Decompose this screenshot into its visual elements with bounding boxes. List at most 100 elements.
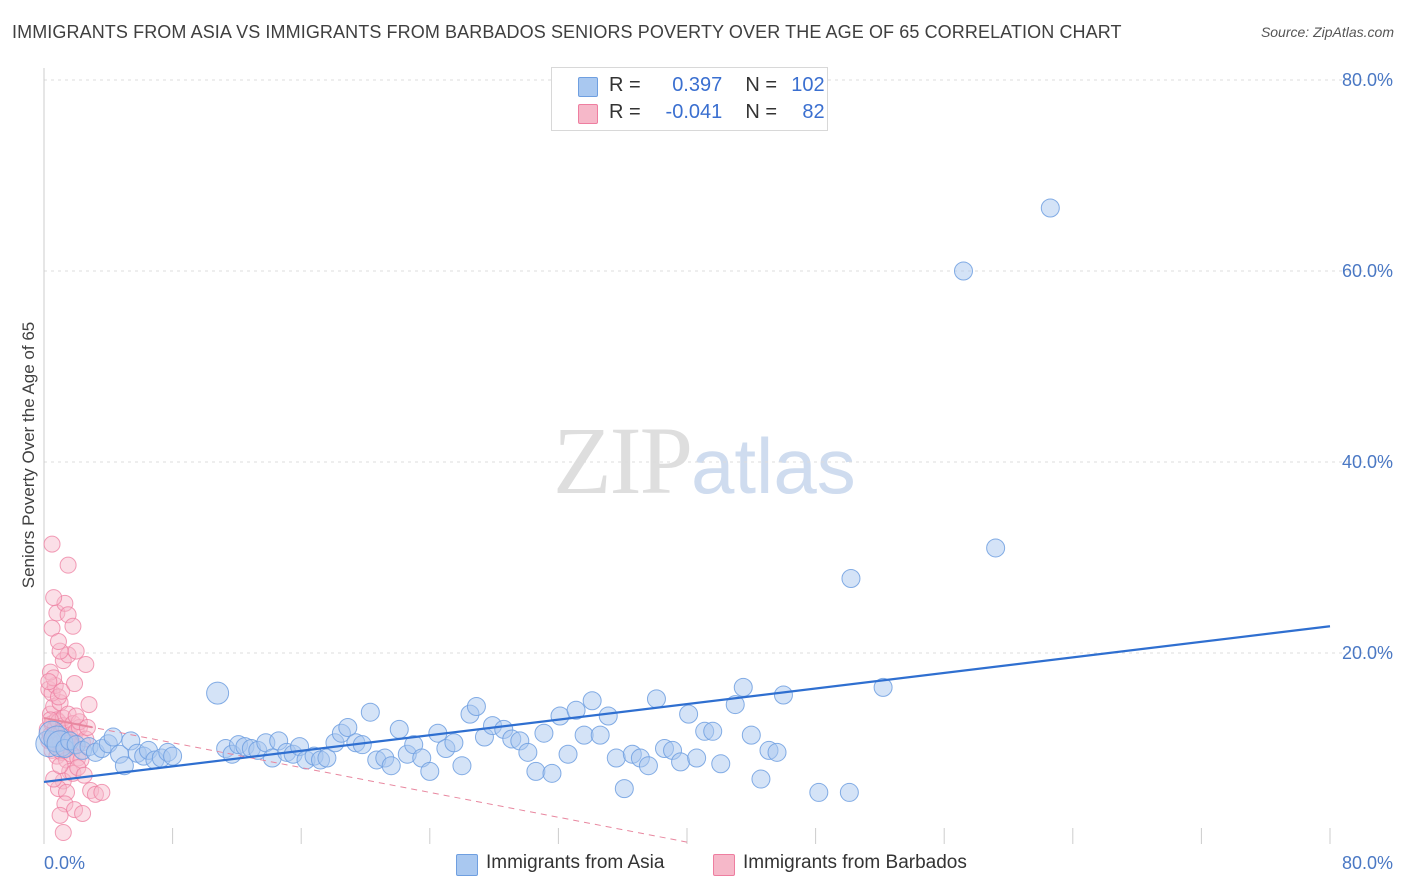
- legend-n-label: N =: [745, 101, 778, 123]
- x-tick-label: 80.0%: [1342, 853, 1393, 873]
- asia-point: [163, 746, 183, 766]
- asia-point: [986, 538, 1006, 558]
- asia-point: [381, 756, 401, 776]
- asia-point: [420, 761, 440, 781]
- watermark-zip: ZIP: [553, 407, 693, 514]
- barbados-point: [59, 556, 77, 574]
- legend-text-asia: R = 0.397 N = 102: [609, 74, 825, 97]
- asia-point: [841, 569, 861, 589]
- barbados-trend-line-solid: [43, 716, 93, 729]
- tick-labels: 20.0% 40.0% 60.0% 80.0% 0.0% 80.0% Seniors Pov…: [19, 70, 1393, 873]
- asia-point: [452, 756, 472, 776]
- barbados-point: [78, 718, 96, 736]
- asia-point: [687, 748, 707, 768]
- bottom-legend-label-asia: Immigrants from Asia: [486, 852, 665, 873]
- barbados-point: [86, 785, 104, 803]
- barbados-point: [64, 617, 82, 635]
- asia-point: [206, 681, 230, 705]
- legend-n-value: 82: [802, 101, 825, 123]
- legend-r-value: 0.397: [672, 74, 723, 96]
- asia-point: [614, 779, 634, 799]
- legend-r-value: -0.041: [665, 101, 723, 123]
- asia-point: [679, 704, 699, 724]
- asia-point: [646, 689, 666, 709]
- barbados-point: [40, 673, 58, 691]
- barbados-point: [67, 642, 85, 660]
- barbados-point: [77, 655, 95, 673]
- asia-point: [1040, 198, 1060, 218]
- asia-point: [550, 706, 570, 726]
- gridlines: [44, 79, 1394, 654]
- asia-point: [542, 763, 562, 783]
- asia-point: [711, 754, 731, 774]
- asia-point: [767, 742, 787, 762]
- chart-source: Source: ZipAtlas.com: [1260, 24, 1394, 40]
- x-tick-label: 0.0%: [44, 853, 85, 873]
- asia-point: [566, 700, 586, 720]
- barbados-point: [51, 806, 69, 824]
- asia-point: [526, 761, 546, 781]
- asia-point: [809, 782, 829, 802]
- barbados-point: [66, 801, 84, 819]
- asia-point: [534, 723, 554, 743]
- asia-point: [466, 696, 486, 716]
- asia-point: [671, 752, 691, 772]
- bottom-legend-swatch-barbados: [713, 854, 735, 876]
- barbados-point: [45, 589, 63, 607]
- legend-text-barbados: R = -0.041 N = 82: [609, 101, 825, 124]
- asia-point: [582, 691, 602, 711]
- barbados-points: [38, 535, 111, 842]
- y-tick-label: 80.0%: [1342, 70, 1393, 90]
- trend-lines: [43, 625, 1331, 843]
- barbados-point: [54, 652, 72, 670]
- asia-point: [558, 744, 578, 764]
- barbados-point: [75, 766, 93, 784]
- asia-point: [606, 748, 626, 768]
- asia-point: [953, 261, 973, 281]
- asia-point: [114, 756, 134, 776]
- asia-point: [638, 756, 658, 776]
- barbados-point: [56, 594, 74, 612]
- barbados-point: [59, 646, 77, 664]
- y-tick-label: 20.0%: [1342, 643, 1393, 663]
- barbados-point: [51, 757, 69, 775]
- asia-point: [741, 725, 761, 745]
- asia-point: [103, 727, 123, 747]
- y-axis-title: Seniors Poverty Over the Age of 65: [19, 322, 38, 588]
- barbados-point: [43, 535, 61, 553]
- asia-point: [574, 725, 594, 745]
- barbados-point: [54, 824, 72, 842]
- asia-point: [317, 748, 337, 768]
- barbados-point: [74, 804, 92, 822]
- asia-point: [590, 725, 610, 745]
- bottom-legend-swatch-asia: [456, 854, 478, 876]
- asia-point: [444, 733, 464, 753]
- asia-trend-line: [43, 625, 1331, 784]
- legend-r-label: R =: [609, 101, 641, 123]
- barbados-point: [49, 633, 67, 651]
- chart-title: IMMIGRANTS FROM ASIA VS IMMIGRANTS FROM …: [12, 22, 1122, 42]
- asia-point: [338, 717, 358, 737]
- asia-points: [35, 198, 1060, 802]
- barbados-point: [49, 688, 67, 706]
- asia-point: [598, 706, 618, 726]
- watermark-atlas: atlas: [691, 422, 856, 510]
- y-tick-label: 40.0%: [1342, 452, 1393, 472]
- legend-n-label: N =: [745, 74, 778, 96]
- barbados-point: [80, 696, 98, 714]
- barbados-point: [53, 682, 71, 700]
- asia-point: [703, 721, 723, 741]
- asia-point: [360, 702, 380, 722]
- legend-swatch-barbados: [578, 104, 598, 124]
- legend-n-value: 102: [791, 74, 825, 96]
- watermark: ZIPatlas: [553, 405, 856, 516]
- asia-point: [873, 677, 893, 697]
- asia-point: [839, 782, 859, 802]
- bottom-legend-label-barbados: Immigrants from Barbados: [743, 852, 967, 873]
- y-tick-label: 60.0%: [1342, 261, 1393, 281]
- asia-point: [733, 677, 753, 697]
- asia-point: [518, 742, 538, 762]
- barbados-point: [66, 675, 84, 693]
- barbados-point: [67, 707, 85, 725]
